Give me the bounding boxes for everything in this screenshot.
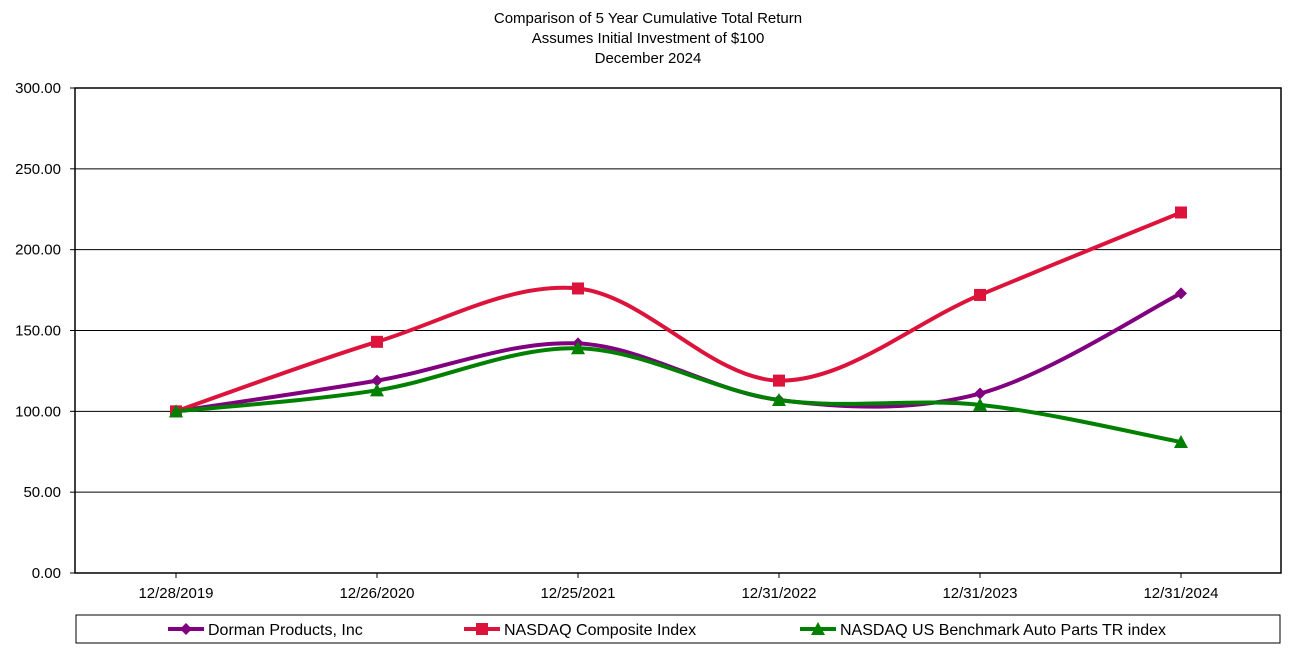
y-tick-label: 150.00	[15, 323, 61, 340]
chart-title-line-2: Assumes Initial Investment of $100	[532, 30, 765, 47]
series-line	[175, 291, 1182, 414]
y-tick-label: 200.00	[15, 242, 61, 259]
data-point	[571, 341, 585, 355]
data-point	[772, 393, 786, 407]
chart-title-line-1: Comparison of 5 Year Cumulative Total Re…	[494, 10, 802, 27]
legend-label: NASDAQ US Benchmark Auto Parts TR index	[840, 622, 1166, 639]
legend-item: NASDAQ US Benchmark Auto Parts TR index	[800, 622, 1166, 639]
x-tick-label: 12/26/2020	[339, 585, 414, 602]
legend-label: NASDAQ Composite Index	[504, 622, 696, 639]
legend-swatch-marker	[180, 623, 192, 635]
plot-area-frame	[74, 87, 1282, 574]
x-tick-label: 12/31/2023	[942, 585, 1017, 602]
chart-title: Comparison of 5 Year Cumulative Total Re…	[494, 10, 802, 67]
legend: Dorman Products, Inc NASDAQ Composite Ind…	[75, 614, 1281, 644]
legend-item: Dorman Products, Inc	[168, 622, 363, 639]
series-triangle	[169, 341, 1188, 449]
data-point	[974, 288, 986, 301]
data-point	[1175, 206, 1187, 219]
y-tick-label: 250.00	[15, 161, 61, 178]
gridlines	[75, 168, 1281, 493]
data-point	[1175, 287, 1187, 300]
series	[169, 206, 1188, 449]
series-line	[175, 210, 1182, 414]
legend-label: Dorman Products, Inc	[208, 622, 363, 639]
legend-swatch-marker	[811, 622, 825, 635]
legend-box	[75, 614, 1281, 644]
series-square	[170, 206, 1187, 418]
x-tick-label: 12/31/2024	[1143, 585, 1218, 602]
data-point	[773, 374, 785, 387]
data-point	[1174, 435, 1188, 449]
y-tick-label: 100.00	[15, 403, 61, 420]
data-point	[572, 282, 584, 295]
data-point	[974, 387, 986, 400]
legend-item: NASDAQ Composite Index	[464, 622, 696, 639]
data-point	[371, 335, 383, 348]
series-line	[175, 346, 1182, 445]
x-tick-label: 12/31/2022	[741, 585, 816, 602]
data-point	[973, 397, 987, 411]
x-axis: 12/28/2019 12/26/2020 12/25/2021 12/31/2022…	[138, 573, 1219, 602]
data-point	[169, 404, 183, 418]
legend-swatch-marker	[476, 623, 488, 635]
data-point	[370, 383, 384, 397]
y-tick-label: 0.00	[32, 565, 61, 582]
x-tick-label: 12/28/2019	[138, 585, 213, 602]
y-axis: 0.00 50.00 100.00 150.00 200.00 250.00 300.00	[15, 80, 75, 582]
chart-title-line-3: December 2024	[595, 50, 702, 67]
x-tick-label: 12/25/2021	[540, 585, 615, 602]
y-tick-label: 300.00	[15, 80, 61, 97]
data-point	[371, 374, 383, 387]
y-tick-label: 50.00	[23, 484, 61, 501]
